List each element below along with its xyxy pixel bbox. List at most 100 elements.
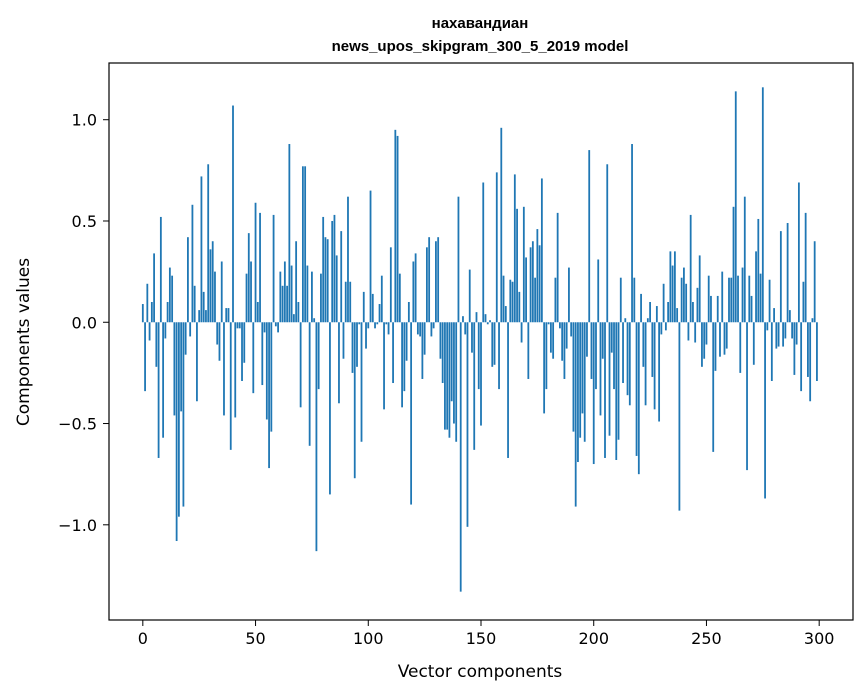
bar bbox=[662, 283, 665, 323]
bar bbox=[683, 267, 685, 323]
bar bbox=[698, 255, 701, 323]
bar bbox=[146, 283, 149, 323]
bar bbox=[646, 318, 649, 323]
bar bbox=[261, 322, 264, 386]
bar bbox=[225, 308, 228, 323]
bar bbox=[425, 247, 428, 323]
bar bbox=[807, 322, 809, 377]
bar bbox=[410, 322, 413, 505]
bar bbox=[247, 233, 250, 323]
bar bbox=[676, 308, 679, 323]
bar bbox=[166, 302, 169, 323]
bar bbox=[423, 322, 426, 355]
bar bbox=[624, 318, 627, 323]
bar bbox=[549, 322, 552, 353]
bar bbox=[793, 322, 796, 375]
bar bbox=[712, 322, 715, 452]
bar bbox=[353, 322, 356, 479]
bar bbox=[324, 237, 327, 323]
bar bbox=[432, 322, 435, 329]
bar bbox=[804, 212, 807, 323]
bar bbox=[480, 322, 482, 426]
bar bbox=[680, 277, 683, 323]
bar bbox=[416, 322, 419, 335]
bar bbox=[536, 229, 539, 323]
bar bbox=[554, 277, 557, 323]
bar bbox=[601, 322, 604, 359]
bar bbox=[773, 308, 775, 323]
bar bbox=[277, 322, 279, 333]
bar bbox=[559, 322, 561, 329]
bar bbox=[365, 322, 367, 349]
bar bbox=[730, 277, 733, 323]
bar bbox=[565, 322, 568, 349]
bar bbox=[581, 322, 584, 414]
bar bbox=[311, 271, 313, 323]
bar bbox=[491, 322, 494, 367]
bar bbox=[811, 318, 814, 323]
bar bbox=[288, 144, 291, 323]
bar bbox=[448, 322, 451, 438]
bar bbox=[168, 267, 171, 323]
bar bbox=[462, 316, 464, 323]
bar bbox=[716, 295, 719, 323]
bar bbox=[590, 322, 593, 379]
x-tick-label: 50 bbox=[245, 629, 265, 648]
bar bbox=[412, 261, 415, 323]
bar bbox=[198, 310, 201, 323]
bar bbox=[209, 249, 212, 323]
bar bbox=[732, 206, 735, 323]
bar bbox=[486, 322, 489, 325]
bar bbox=[739, 322, 742, 373]
bar bbox=[527, 322, 530, 379]
bar bbox=[157, 322, 160, 458]
bar bbox=[265, 322, 268, 420]
bar bbox=[721, 271, 724, 323]
bar bbox=[358, 322, 361, 325]
bar bbox=[626, 322, 629, 396]
bar bbox=[347, 196, 349, 323]
bar bbox=[308, 322, 311, 446]
bar bbox=[173, 322, 176, 416]
bar bbox=[608, 322, 611, 436]
y-axis-label: Components values bbox=[14, 258, 34, 426]
bar bbox=[211, 241, 214, 323]
bar bbox=[687, 322, 690, 341]
bar bbox=[243, 322, 246, 363]
bar bbox=[653, 322, 656, 410]
bar bbox=[241, 322, 243, 381]
x-tick-label: 250 bbox=[691, 629, 722, 648]
bar bbox=[326, 239, 329, 323]
bar bbox=[387, 322, 390, 335]
bar bbox=[599, 322, 602, 416]
x-axis-ticks: 0 50 100 150 200 250 300 bbox=[138, 620, 834, 648]
y-tick-label: 0.5 bbox=[72, 212, 97, 231]
bar bbox=[148, 322, 151, 341]
bar bbox=[728, 277, 730, 323]
bar bbox=[586, 322, 588, 357]
bar bbox=[617, 322, 620, 440]
bar bbox=[407, 302, 410, 323]
bar bbox=[162, 322, 165, 438]
bar bbox=[191, 204, 194, 323]
bar bbox=[734, 91, 737, 323]
bar bbox=[299, 322, 302, 408]
bar bbox=[378, 304, 381, 323]
bar bbox=[254, 202, 257, 323]
bar bbox=[678, 322, 681, 511]
bar bbox=[435, 241, 437, 323]
bar bbox=[482, 182, 485, 323]
x-tick-label: 0 bbox=[138, 629, 148, 648]
bar bbox=[335, 255, 338, 323]
bar bbox=[660, 322, 663, 335]
bar bbox=[274, 322, 277, 327]
bar bbox=[640, 293, 642, 323]
bar bbox=[619, 277, 622, 323]
bar bbox=[604, 322, 606, 458]
bar bbox=[507, 322, 509, 458]
bar bbox=[513, 174, 516, 323]
bar bbox=[279, 271, 282, 323]
bar bbox=[256, 302, 259, 323]
bar bbox=[374, 322, 376, 329]
bar bbox=[180, 322, 183, 412]
